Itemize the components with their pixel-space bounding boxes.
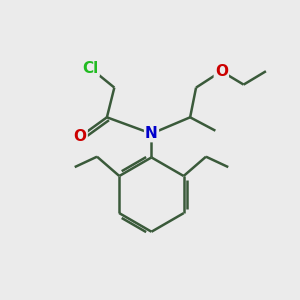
Text: O: O (215, 64, 228, 79)
Text: N: N (145, 126, 158, 141)
Text: O: O (74, 129, 87, 144)
Text: Cl: Cl (82, 61, 99, 76)
